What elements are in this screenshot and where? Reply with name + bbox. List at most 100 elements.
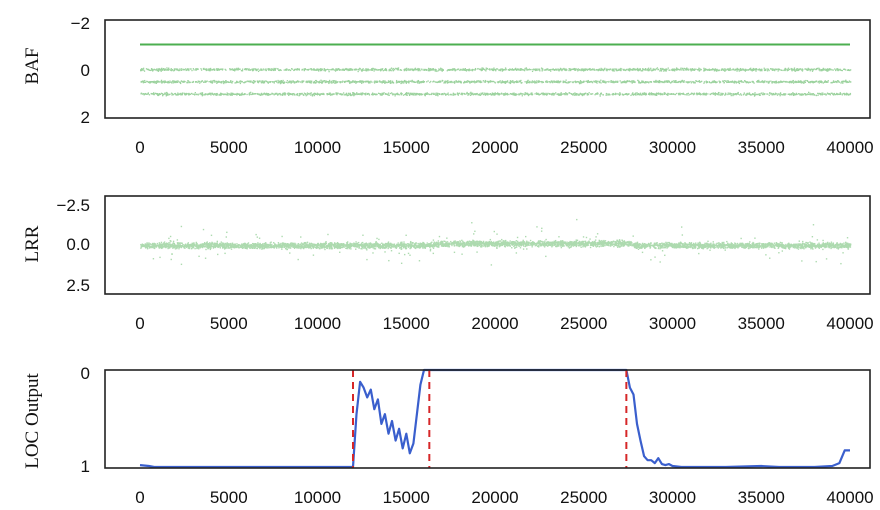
baf-point xyxy=(395,79,398,82)
baf-point xyxy=(520,82,522,84)
lrr-point xyxy=(748,245,750,247)
baf-point xyxy=(516,80,518,82)
baf-point xyxy=(638,69,640,71)
baf-point xyxy=(730,69,732,71)
baf-point xyxy=(498,93,501,96)
lrr-point xyxy=(761,244,764,246)
baf-point xyxy=(836,68,839,71)
baf-point xyxy=(470,93,473,95)
baf-point xyxy=(375,81,378,83)
baf-point xyxy=(696,94,698,96)
baf-point xyxy=(161,81,163,83)
baf-point xyxy=(231,92,234,95)
baf-point xyxy=(553,81,556,83)
baf-point xyxy=(661,81,663,84)
lrr-point xyxy=(584,242,587,244)
baf-point xyxy=(429,68,432,71)
baf-point xyxy=(252,80,255,82)
baf-point xyxy=(432,81,434,83)
baf-point xyxy=(623,81,625,84)
baf-point xyxy=(681,93,683,95)
baf-point xyxy=(838,93,840,95)
baf-point xyxy=(205,80,207,83)
baf-point xyxy=(687,82,689,84)
baf-point xyxy=(600,93,603,95)
baf-point xyxy=(735,68,737,71)
baf-point xyxy=(658,81,661,84)
baf-point xyxy=(266,80,268,83)
baf-point xyxy=(236,81,238,84)
baf-point xyxy=(241,92,243,94)
baf-point xyxy=(730,94,732,97)
baf-point xyxy=(844,68,846,70)
baf-point xyxy=(800,69,803,71)
baf-point xyxy=(206,68,208,70)
lrr-point xyxy=(415,245,418,247)
baf-point xyxy=(312,68,314,71)
baf-point xyxy=(729,81,731,83)
baf-point xyxy=(772,92,775,95)
baf-point xyxy=(722,92,724,95)
baf-point xyxy=(499,80,501,82)
lrr-point xyxy=(273,243,276,245)
baf-point xyxy=(577,68,580,70)
baf-point xyxy=(778,82,780,84)
baf-point xyxy=(533,68,535,70)
baf-point xyxy=(497,94,499,96)
baf-point xyxy=(415,69,417,71)
lrr-point xyxy=(342,243,345,245)
baf-point xyxy=(357,70,359,73)
baf-point xyxy=(403,82,405,84)
baf-point xyxy=(799,68,801,70)
baf-point xyxy=(489,80,491,82)
baf-point xyxy=(249,81,251,83)
lrr-point xyxy=(757,244,759,247)
baf-point xyxy=(546,80,548,82)
baf-point xyxy=(494,82,496,84)
baf-point xyxy=(445,94,447,96)
lrr-point xyxy=(841,243,844,246)
baf-point xyxy=(468,80,471,83)
baf-point xyxy=(557,94,560,96)
baf-point xyxy=(156,69,158,71)
baf-point xyxy=(220,81,223,83)
baf-point xyxy=(549,93,551,95)
baf-point xyxy=(709,69,711,72)
baf-point xyxy=(201,95,204,97)
lrr-point xyxy=(575,240,577,243)
baf-point xyxy=(229,81,231,84)
lrr-point xyxy=(827,246,829,248)
baf-point xyxy=(167,93,169,95)
baf-point xyxy=(242,93,244,96)
baf-point xyxy=(417,69,419,72)
baf-point xyxy=(439,80,442,82)
baf-point xyxy=(488,68,490,70)
baf-point xyxy=(749,69,752,71)
baf-point xyxy=(607,94,609,96)
lrr-point xyxy=(153,243,155,245)
baf-point xyxy=(349,82,351,84)
lrr-point xyxy=(215,244,218,246)
lrr-point xyxy=(619,246,621,248)
baf-point xyxy=(381,81,383,83)
baf-point xyxy=(552,69,555,71)
baf-point xyxy=(807,80,809,83)
baf-point xyxy=(147,93,149,95)
baf-point xyxy=(762,92,765,94)
baf-point xyxy=(727,80,730,83)
baf-point xyxy=(347,94,350,96)
baf-point xyxy=(293,81,296,83)
baf-point xyxy=(147,68,150,71)
baf-point xyxy=(327,80,329,83)
lrr-point xyxy=(398,247,401,249)
x-tick-label: 30000 xyxy=(649,138,696,157)
baf-point xyxy=(604,80,606,82)
baf-point xyxy=(616,93,618,95)
baf-point xyxy=(642,94,644,96)
baf-point xyxy=(171,81,173,83)
baf-point xyxy=(179,68,181,70)
baf-point xyxy=(832,80,835,82)
baf-point xyxy=(364,81,366,83)
baf-point xyxy=(697,80,699,83)
baf-point xyxy=(267,93,270,95)
